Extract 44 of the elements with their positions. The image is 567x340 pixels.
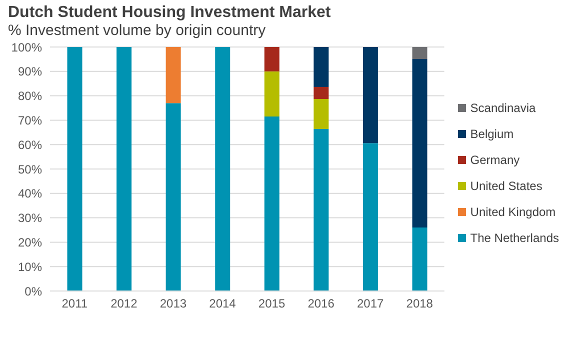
bar (67, 47, 82, 291)
legend-label: Scandinavia (470, 101, 536, 115)
y-tick-label: 50% (18, 162, 42, 176)
y-tick-label: 20% (18, 235, 42, 250)
x-tick-label: 2017 (357, 296, 384, 311)
bar (116, 47, 132, 291)
bar (166, 103, 181, 291)
bar (264, 71, 280, 117)
x-tick-label: 2018 (406, 296, 434, 311)
legend-label: Germany (470, 153, 520, 167)
y-tick-label: 0% (24, 284, 42, 298)
bar (314, 128, 329, 291)
y-tick-label: 90% (18, 64, 42, 79)
legend-label: Belgium (470, 127, 514, 141)
bar (362, 143, 378, 291)
bar (412, 58, 428, 228)
y-tick-label: 30% (18, 211, 42, 226)
bar (264, 116, 280, 291)
bar (264, 47, 280, 72)
bar (314, 87, 329, 99)
legend-label: United States (470, 179, 542, 193)
y-tick-label: 10% (18, 260, 42, 274)
x-tick-label: 2016 (308, 296, 335, 311)
bar (166, 47, 181, 104)
legend-label: The Netherlands (470, 231, 559, 245)
y-tick-label: 40% (18, 186, 42, 201)
chart-subtitle: % Investment volume by origin country (8, 22, 267, 39)
bar (215, 47, 230, 291)
y-tick-label: 60% (18, 138, 42, 152)
bar (412, 47, 428, 59)
x-tick-label: 2013 (160, 296, 187, 311)
x-tick-label: 2014 (209, 296, 236, 311)
bar (362, 47, 378, 144)
y-tick-label: 70% (18, 113, 42, 128)
y-tick-label: 80% (18, 89, 42, 104)
chart-title: Dutch Student Housing Investment Market (8, 4, 332, 22)
y-tick-label: 100% (11, 40, 42, 54)
bar (412, 228, 428, 291)
x-tick-label: 2012 (110, 296, 138, 311)
x-tick-label: 2015 (258, 296, 286, 311)
legend-label: United Kingdom (470, 205, 556, 219)
x-tick-label: 2011 (62, 296, 88, 311)
bar (314, 98, 329, 129)
bar (314, 47, 329, 88)
